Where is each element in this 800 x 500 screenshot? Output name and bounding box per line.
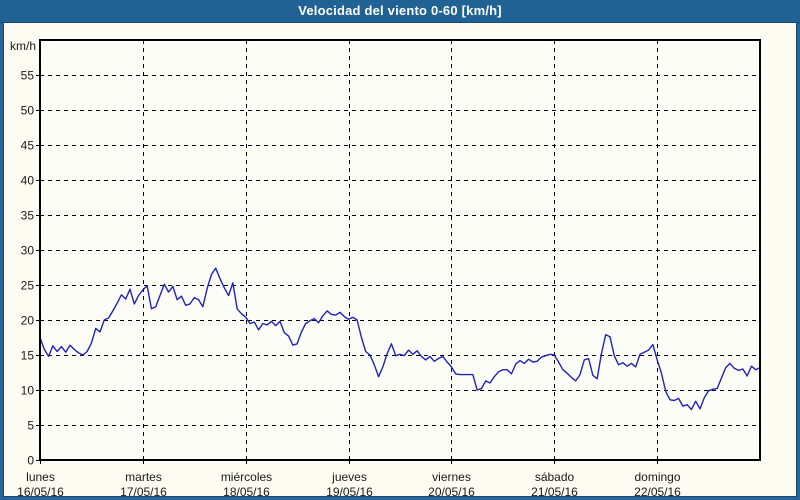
y-tick-label: 55 [21, 69, 35, 83]
y-tick-label: 15 [21, 349, 35, 363]
y-tick-label: 50 [21, 104, 35, 118]
x-tick-label-day: jueves [331, 470, 367, 484]
y-tick-label: 30 [21, 244, 35, 258]
x-tick-label-date: 21/05/16 [531, 485, 578, 499]
x-tick-label-date: 16/05/16 [17, 485, 64, 499]
y-tick-label: 20 [21, 314, 35, 328]
y-tick-label: 10 [21, 384, 35, 398]
y-tick-label: 35 [21, 209, 35, 223]
y-tick-label: 0 [27, 454, 34, 468]
x-tick-label-day: viernes [432, 470, 471, 484]
x-tick-label-date: 22/05/16 [634, 485, 681, 499]
y-tick-label: 45 [21, 139, 35, 153]
x-tick-label-day: martes [125, 470, 162, 484]
x-tick-label-date: 17/05/16 [120, 485, 167, 499]
chart-title: Velocidad del viento 0-60 [km/h] [298, 3, 502, 18]
x-tick-label-day: sábado [535, 470, 575, 484]
y-axis-unit-label: km/h [10, 39, 36, 53]
x-tick-label-day: lunes [26, 470, 55, 484]
y-tick-label: 25 [21, 279, 35, 293]
x-tick-label-date: 20/05/16 [428, 485, 475, 499]
plot-border [39, 39, 761, 461]
y-tick-label: 5 [27, 419, 34, 433]
x-tick-label-day: miércoles [221, 470, 272, 484]
x-tick-label-date: 19/05/16 [326, 485, 373, 499]
x-tick-label-day: domingo [634, 470, 680, 484]
x-tick-label-date: 18/05/16 [223, 485, 270, 499]
wind-speed-line [39, 267, 761, 411]
y-tick-label: 40 [21, 174, 35, 188]
chart-title-bar: Velocidad del viento 0-60 [km/h] [0, 0, 800, 23]
